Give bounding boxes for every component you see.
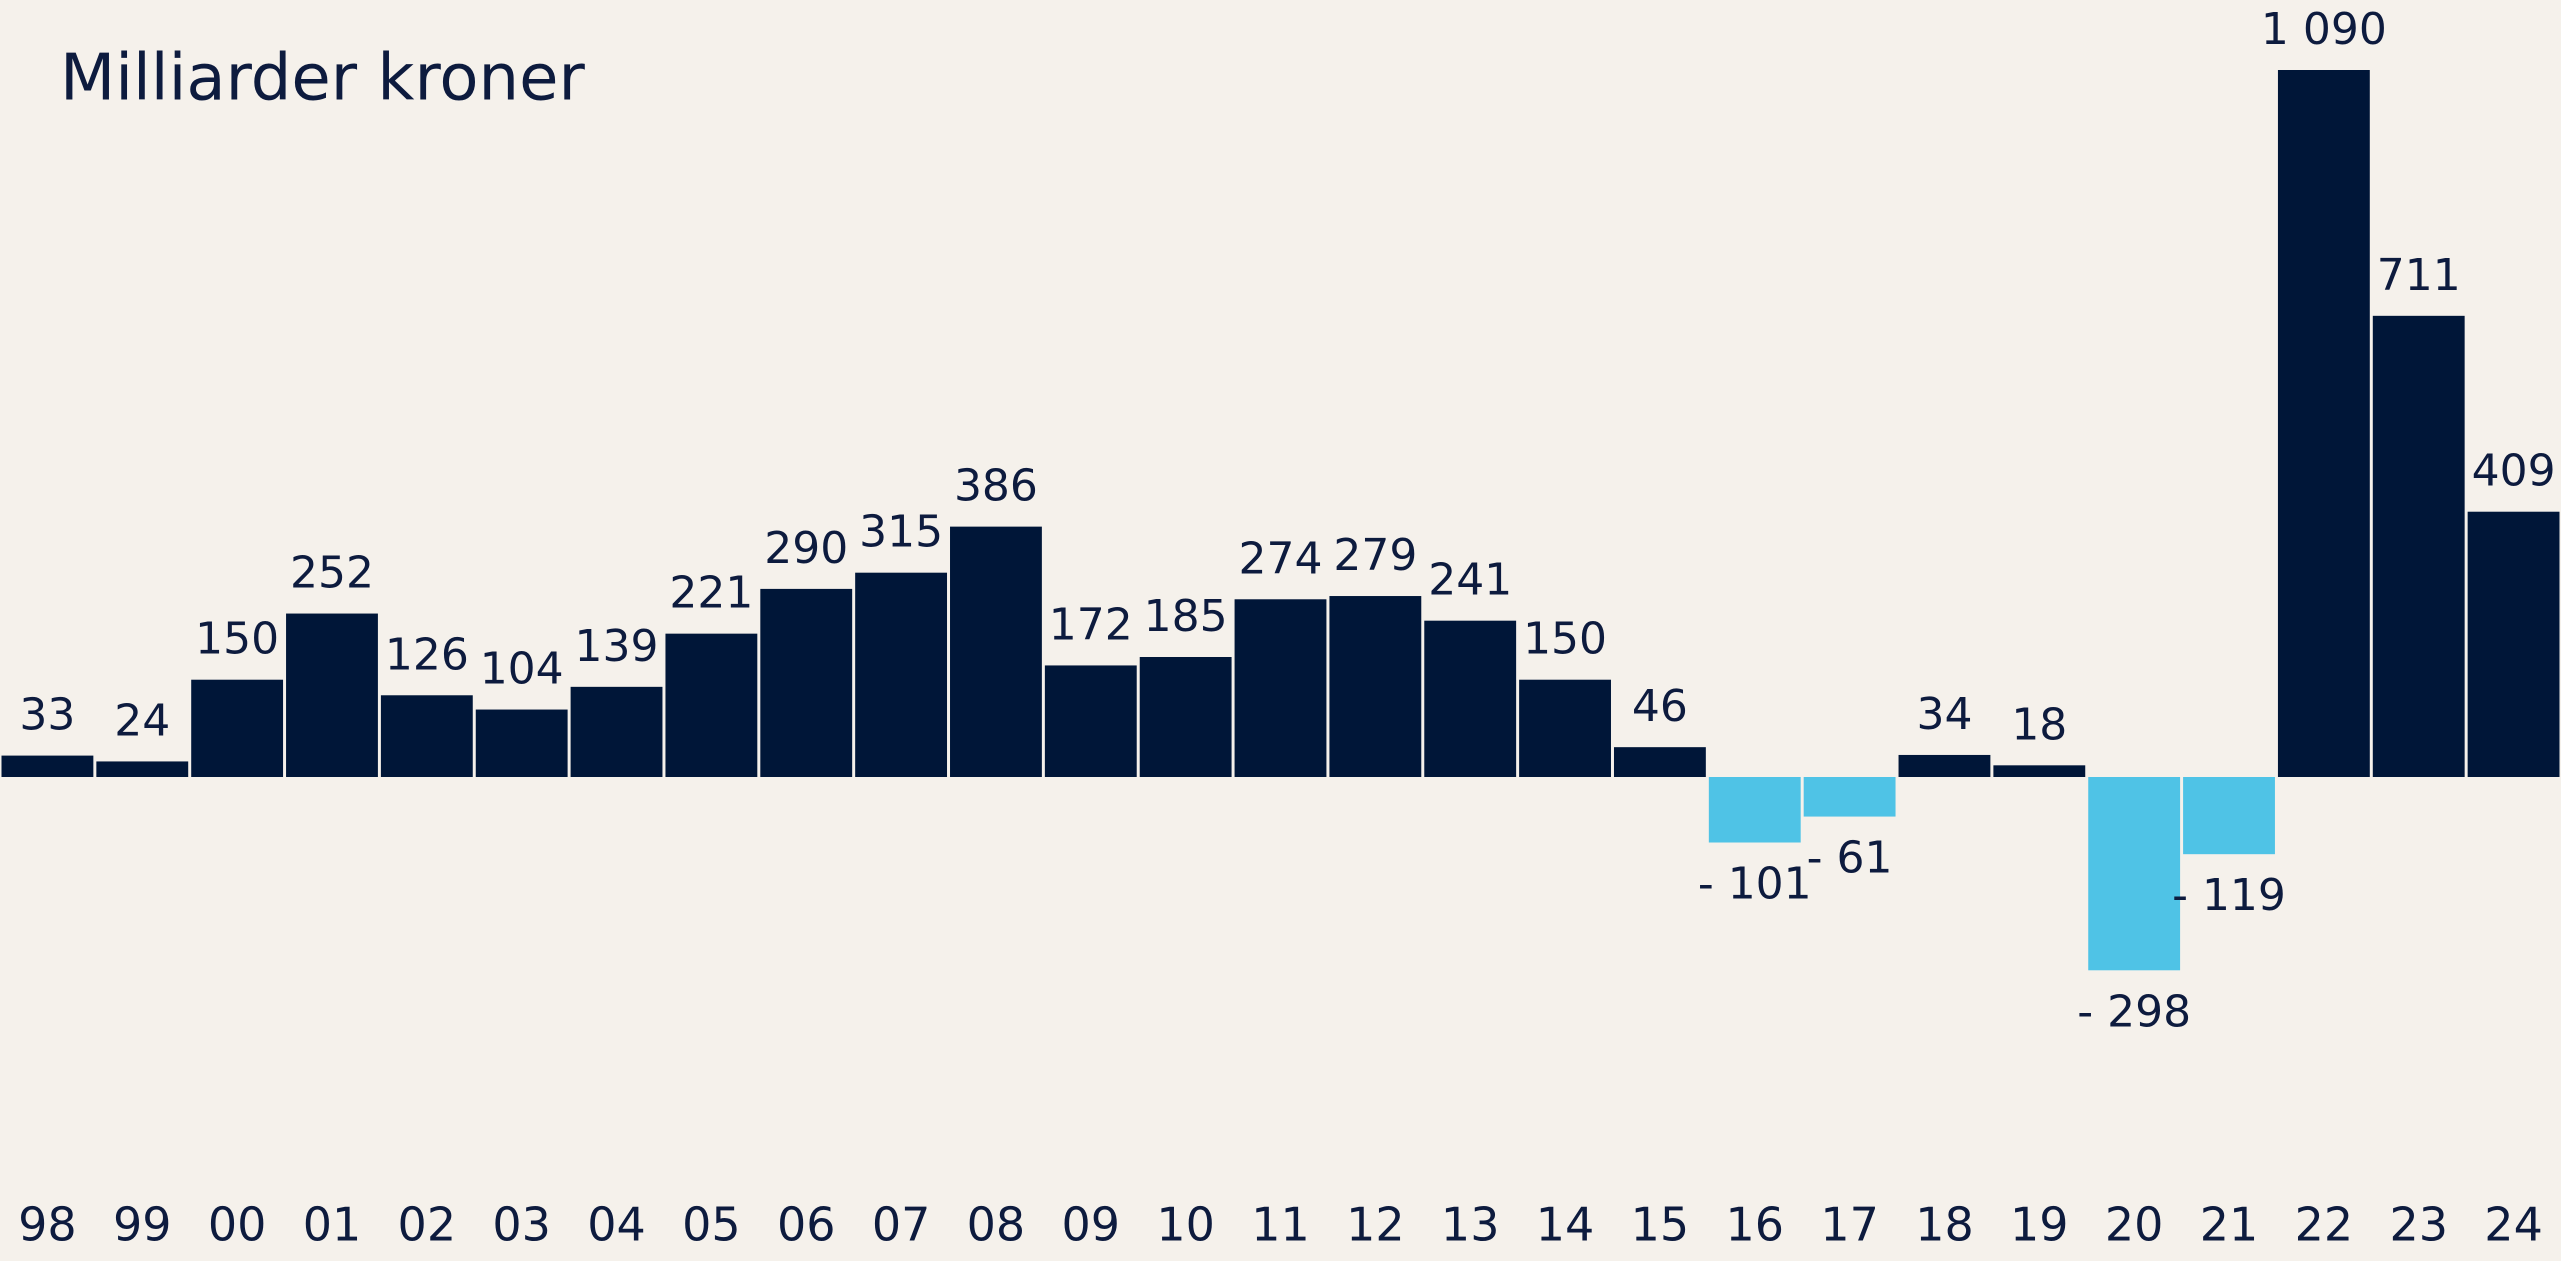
x-tick-label: 02 bbox=[398, 1198, 457, 1252]
x-tick-label: 07 bbox=[872, 1198, 931, 1252]
value-label: 150 bbox=[1523, 614, 1607, 665]
x-tick-label: 24 bbox=[2484, 1198, 2543, 1252]
value-label: 409 bbox=[2472, 446, 2556, 497]
bar bbox=[1803, 777, 1896, 817]
bar bbox=[96, 761, 189, 777]
x-tick-label: 19 bbox=[2010, 1198, 2069, 1252]
bar bbox=[1519, 679, 1611, 777]
value-label: 241 bbox=[1428, 555, 1512, 606]
x-tick-label: 21 bbox=[2200, 1198, 2259, 1252]
x-tick-label: 16 bbox=[1725, 1198, 1784, 1252]
value-label: 274 bbox=[1239, 533, 1323, 584]
bar bbox=[1613, 747, 1706, 777]
value-label: 150 bbox=[195, 614, 279, 665]
value-label: 711 bbox=[2377, 250, 2461, 301]
value-label: 1 090 bbox=[2261, 4, 2387, 55]
value-label: 315 bbox=[859, 507, 943, 558]
value-label: 290 bbox=[764, 523, 848, 574]
bar bbox=[665, 633, 758, 777]
bar bbox=[570, 686, 663, 777]
value-label: - 298 bbox=[2077, 986, 2191, 1037]
x-tick-label: 12 bbox=[1346, 1198, 1405, 1252]
bar bbox=[950, 526, 1042, 777]
value-label: - 101 bbox=[1698, 859, 1812, 910]
x-tick-label: 23 bbox=[2389, 1198, 2448, 1252]
x-tick-label: 03 bbox=[492, 1198, 551, 1252]
value-label: 386 bbox=[954, 461, 1038, 512]
bar bbox=[1234, 599, 1327, 777]
value-label: - 119 bbox=[2172, 870, 2286, 921]
bar bbox=[1139, 657, 1232, 777]
x-tick-label: 13 bbox=[1441, 1198, 1500, 1252]
x-tick-label: 14 bbox=[1536, 1198, 1595, 1252]
x-tick-label: 18 bbox=[1915, 1198, 1974, 1252]
bar bbox=[1329, 596, 1422, 777]
bar bbox=[2467, 511, 2560, 777]
value-label: 252 bbox=[290, 548, 374, 599]
bar bbox=[1, 755, 94, 777]
value-label: - 61 bbox=[1807, 833, 1893, 884]
bar bbox=[1424, 620, 1517, 777]
x-tick-label: 05 bbox=[682, 1198, 741, 1252]
x-tick-label: 00 bbox=[208, 1198, 267, 1252]
bar bbox=[286, 613, 378, 777]
bar bbox=[2372, 315, 2465, 777]
x-tick-label: 15 bbox=[1631, 1198, 1690, 1252]
bar bbox=[1898, 754, 1991, 777]
bar bbox=[2183, 777, 2275, 855]
value-label: 221 bbox=[669, 568, 753, 619]
bar bbox=[2088, 777, 2181, 971]
x-tick-label: 04 bbox=[587, 1198, 646, 1252]
value-label: 33 bbox=[19, 690, 75, 741]
bar bbox=[475, 709, 568, 777]
bar bbox=[2277, 70, 2370, 777]
bar bbox=[1708, 777, 1801, 843]
value-label: 126 bbox=[385, 629, 469, 680]
bar bbox=[1044, 665, 1137, 777]
bar bbox=[380, 695, 473, 777]
x-tick-label: 10 bbox=[1156, 1198, 1215, 1252]
value-label: 185 bbox=[1144, 591, 1228, 642]
x-tick-label: 09 bbox=[1062, 1198, 1121, 1252]
value-label: 104 bbox=[480, 644, 564, 695]
value-label: 172 bbox=[1049, 599, 1133, 650]
x-tick-label: 11 bbox=[1251, 1198, 1310, 1252]
bar bbox=[760, 588, 853, 777]
bar bbox=[1993, 765, 2086, 777]
chart-title: Milliarder kroner bbox=[60, 42, 585, 116]
value-label: 46 bbox=[1632, 681, 1688, 732]
x-tick-label: 99 bbox=[113, 1198, 172, 1252]
x-tick-label: 01 bbox=[303, 1198, 362, 1252]
bar bbox=[855, 572, 948, 777]
value-label: 18 bbox=[2011, 699, 2067, 750]
value-label: 24 bbox=[114, 695, 170, 746]
value-label: 34 bbox=[1916, 689, 1972, 740]
x-tick-label: 08 bbox=[967, 1198, 1026, 1252]
x-tick-label: 06 bbox=[777, 1198, 836, 1252]
x-tick-label: 17 bbox=[1820, 1198, 1879, 1252]
value-label: 279 bbox=[1333, 530, 1417, 581]
value-label: 139 bbox=[575, 621, 659, 672]
x-tick-label: 20 bbox=[2105, 1198, 2164, 1252]
x-tick-label: 22 bbox=[2295, 1198, 2354, 1252]
x-tick-label: 98 bbox=[18, 1198, 77, 1252]
bar bbox=[191, 679, 284, 777]
